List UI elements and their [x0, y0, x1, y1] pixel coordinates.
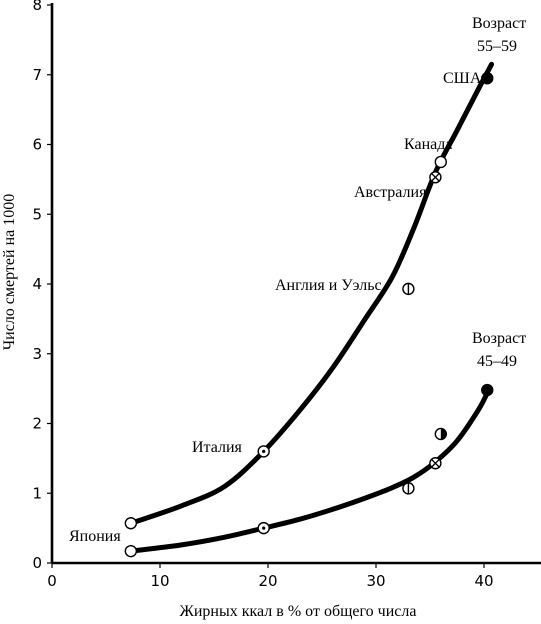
label-usa: США — [443, 70, 482, 87]
y-tick-label-6: 6 — [32, 136, 42, 154]
marker-open — [124, 544, 138, 558]
marker-filled — [481, 72, 494, 85]
label-canada: Канада — [404, 136, 452, 153]
label-australia: Австралия — [354, 184, 427, 201]
x-tick-label-20: 20 — [258, 572, 277, 590]
y-tick-label-7: 7 — [32, 66, 42, 84]
marker-cross-b — [431, 458, 440, 468]
data-point-s0-3 — [429, 171, 442, 184]
data-point-s1-3 — [429, 457, 442, 470]
y-axis-title: Число смертей на 1000 — [1, 194, 18, 350]
curve-series-0 — [128, 61, 495, 526]
y-tick-label-2: 2 — [32, 415, 42, 433]
series-label-55-59-line2: 55–59 — [477, 38, 517, 55]
data-point-s0-5 — [481, 72, 494, 85]
y-tick-label-4: 4 — [32, 275, 42, 293]
axis-ticks: 0 10 20 30 40 0 1 2 3 4 5 6 7 8 — [32, 0, 493, 590]
y-tick-label-1: 1 — [32, 484, 42, 502]
marker-open — [124, 517, 138, 530]
x-axis-title: Жирных ккал в % от общего числа — [180, 603, 417, 620]
data-point-s1-2 — [402, 482, 415, 495]
data-point-s1-0 — [124, 544, 138, 558]
y-tick-label-0: 0 — [32, 554, 42, 572]
curve-series-1 — [128, 388, 491, 554]
data-point-s1-4 — [434, 427, 447, 441]
data-point-s1-5 — [481, 383, 494, 397]
data-point-s0-4 — [434, 155, 447, 169]
label-japan: Япония — [69, 528, 121, 545]
fitted-curves — [128, 61, 495, 554]
y-tick-label-5: 5 — [32, 205, 42, 223]
data-point-s0-1 — [257, 445, 270, 458]
marker-open — [434, 155, 447, 169]
y-tick-label-3: 3 — [32, 345, 42, 363]
x-tick-label-10: 10 — [150, 572, 169, 590]
data-point-s1-1 — [257, 521, 270, 535]
label-italy: Италия — [192, 439, 243, 456]
x-tick-label-40: 40 — [474, 572, 493, 590]
x-tick-label-0: 0 — [47, 572, 57, 590]
marker-filled — [481, 383, 494, 397]
series-label-55-59-line1: Возраст — [472, 15, 526, 32]
y-tick-label-8: 8 — [32, 0, 42, 14]
label-england-wales: Англия и Уэльс — [275, 277, 382, 294]
data-point-s0-2 — [402, 282, 415, 296]
annotations: Япония Италия Англия и Уэльс Австралия К… — [1, 15, 526, 620]
series-label-45-49-line2: 45–49 — [477, 353, 517, 370]
marker-cross-b — [431, 172, 440, 182]
x-tick-label-30: 30 — [366, 572, 385, 590]
axes — [50, 3, 541, 565]
data-points — [124, 72, 494, 558]
data-point-s0-0 — [124, 517, 138, 530]
marker-half-fill — [440, 428, 447, 440]
marker-center-dot — [262, 449, 266, 453]
series-label-45-49-line1: Возраст — [472, 330, 526, 347]
marker-center-dot — [262, 526, 266, 530]
